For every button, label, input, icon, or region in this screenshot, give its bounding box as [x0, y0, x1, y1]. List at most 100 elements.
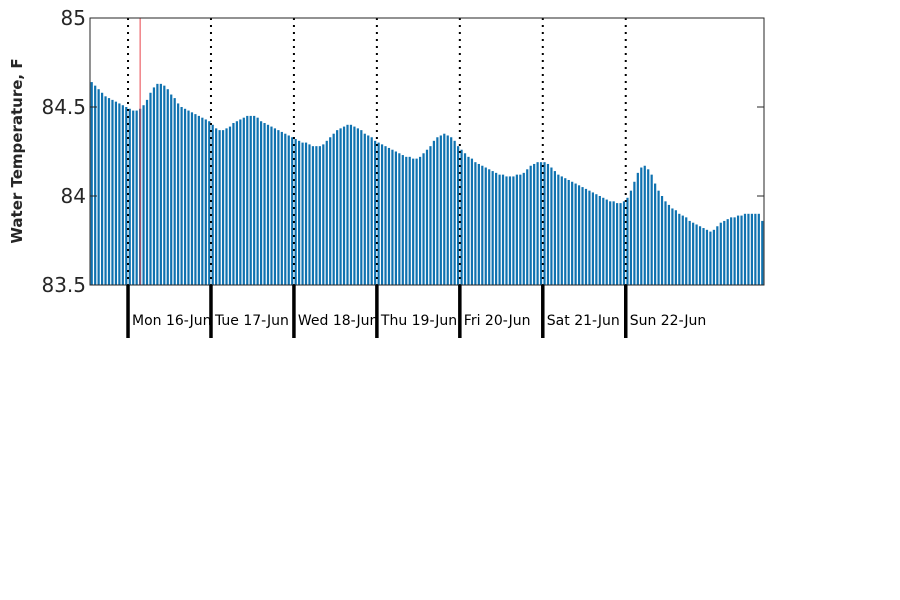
- temperature-bar: [429, 146, 432, 285]
- temperature-bar: [284, 133, 287, 285]
- temperature-bar: [612, 201, 615, 285]
- temperature-bar: [526, 169, 529, 285]
- temperature-bar: [322, 144, 325, 285]
- temperature-bar: [318, 146, 321, 285]
- temperature-bar: [470, 158, 474, 285]
- temperature-bar: [481, 165, 484, 285]
- temperature-bar: [705, 229, 709, 285]
- temperature-bar: [681, 215, 684, 285]
- temperature-bar: [740, 215, 743, 285]
- day-label: Wed 18-Jun: [298, 313, 379, 329]
- temperature-bar: [754, 213, 757, 285]
- temperature-bar: [242, 117, 245, 286]
- temperature-bar: [256, 117, 259, 286]
- temperature-bar: [484, 167, 487, 285]
- temperature-bar: [384, 146, 387, 285]
- temperature-bar: [228, 126, 232, 285]
- temperature-bar: [266, 124, 270, 285]
- temperature-bar: [643, 165, 646, 285]
- temperature-bar: [560, 176, 563, 285]
- y-tick-label: 84.5: [41, 95, 86, 119]
- temperature-bar: [702, 228, 705, 285]
- temperature-bar: [640, 167, 643, 285]
- temperature-bar: [501, 174, 505, 285]
- temperature-bar: [671, 208, 674, 285]
- temperature-bar: [197, 115, 200, 286]
- temperature-bar: [249, 115, 252, 286]
- temperature-bar: [135, 110, 138, 285]
- temperature-bar: [360, 130, 363, 285]
- temperature-bar: [235, 121, 238, 286]
- temperature-bar: [605, 199, 608, 285]
- temperature-bar: [263, 123, 266, 286]
- temperature-bar: [332, 133, 335, 285]
- temperature-bar: [667, 204, 671, 285]
- temperature-bar: [159, 83, 162, 285]
- temperature-bar: [453, 140, 456, 285]
- temperature-bar: [394, 151, 397, 285]
- temperature-bar: [529, 165, 532, 285]
- temperature-bar: [298, 140, 301, 285]
- day-label: Tue 17-Jun: [214, 313, 289, 329]
- temperature-bar: [412, 158, 415, 285]
- temperature-bar: [533, 163, 536, 285]
- temperature-bar: [650, 174, 653, 285]
- temperature-bar: [100, 92, 104, 285]
- temperature-bar: [750, 213, 754, 285]
- temperature-bar: [180, 107, 183, 285]
- temperature-bar: [505, 176, 508, 285]
- temperature-bar: [408, 156, 411, 285]
- temperature-bar: [225, 128, 228, 285]
- temperature-bar: [446, 135, 449, 285]
- temperature-bar: [546, 163, 550, 285]
- temperature-bar: [647, 169, 650, 285]
- temperature-bar: [353, 126, 356, 285]
- temperature-bar: [595, 194, 598, 285]
- temperature-bar: [211, 124, 214, 285]
- temperature-bar: [622, 201, 626, 285]
- day-label: Mon 16-Jun: [132, 313, 212, 329]
- temperature-bar: [173, 98, 176, 285]
- temperature-bar: [152, 87, 156, 285]
- temperature-bar: [367, 135, 370, 285]
- temperature-bar: [90, 82, 93, 285]
- temperature-bar: [121, 105, 124, 285]
- temperature-bar: [118, 103, 121, 285]
- temperature-bar: [730, 217, 733, 285]
- temperature-bar: [311, 146, 315, 285]
- temperature-bar: [512, 176, 515, 285]
- temperature-bar: [688, 220, 691, 285]
- temperature-bar: [246, 115, 249, 286]
- bar-series: [90, 82, 764, 286]
- temperature-bar: [439, 135, 442, 285]
- temperature-bar: [736, 215, 740, 285]
- day-label: Sat 21-Jun: [547, 313, 620, 329]
- temperature-bar: [201, 117, 204, 286]
- temperature-bar: [678, 213, 681, 285]
- temperature-bar: [259, 121, 263, 286]
- day-label: Sun 22-Jun: [630, 313, 707, 329]
- temperature-bar: [629, 190, 633, 285]
- temperature-bar: [598, 196, 601, 285]
- temperature-bar: [584, 188, 588, 285]
- temperature-bar: [142, 105, 145, 285]
- temperature-bar: [553, 171, 556, 285]
- temperature-bar: [508, 176, 512, 285]
- temperature-bar: [574, 183, 577, 285]
- temperature-bar: [374, 140, 377, 285]
- temperature-bar: [539, 162, 543, 285]
- temperature-bar: [422, 153, 425, 285]
- temperature-bar: [591, 192, 595, 285]
- temperature-bar: [519, 174, 522, 285]
- temperature-bar: [660, 196, 664, 285]
- temperature-bar: [757, 213, 760, 285]
- temperature-bar: [457, 146, 460, 285]
- temperature-bar: [415, 158, 418, 285]
- temperature-bar: [495, 172, 498, 285]
- temperature-bar: [287, 135, 290, 285]
- temperature-bar: [304, 142, 308, 285]
- temperature-bar: [104, 96, 107, 285]
- temperature-bar: [132, 110, 135, 285]
- temperature-bar: [436, 137, 439, 285]
